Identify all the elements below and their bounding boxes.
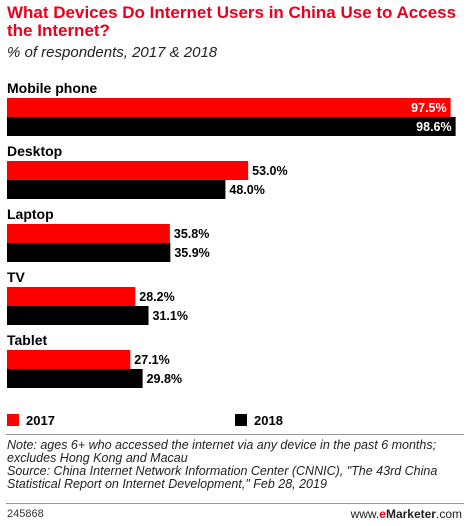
chart-subtitle: % of respondents, 2017 & 2018 [7,44,218,61]
chart-id: 245868 [7,508,44,520]
bar-mobile-phone-2018 [7,117,456,136]
divider [6,434,464,435]
legend-label-2017: 2017 [26,413,55,428]
category-label-laptop: Laptop [7,206,54,222]
value-label-tv-2018: 31.1% [153,309,188,323]
category-label-mobile-phone: Mobile phone [7,80,97,96]
legend-item-2018: 2018 [235,413,283,428]
bar-tv-2017 [7,287,136,306]
bar-chart: Mobile phone 97.5% 98.6% Desktop 53.0% 48.0% L… [7,80,456,388]
source-text: Source: China Internet Network Informati… [7,464,438,491]
bar-tv-2018 [7,306,149,325]
value-label-tv-2017: 28.2% [139,290,174,304]
value-label-mobile-phone-2018: 98.6% [416,120,451,134]
value-label-laptop-2017: 35.8% [174,227,209,241]
note-text: Note: ages 6+ who accessed the internet … [7,438,437,465]
category-label-tablet: Tablet [7,332,48,348]
bar-laptop-2018 [7,243,171,262]
value-label-desktop-2018: 48.0% [229,183,264,197]
category-label-desktop: Desktop [7,143,62,159]
brand-e: e [379,507,386,521]
brand-name: Marketer [385,507,436,521]
bar-mobile-phone-2017 [7,98,451,117]
brand-prefix: www. [350,507,380,521]
value-label-desktop-2017: 53.0% [252,164,287,178]
legend-item-2017: 2017 [7,413,55,428]
notes: Note: ages 6+ who accessed the internet … [7,439,463,491]
value-label-mobile-phone-2017: 97.5% [411,101,446,115]
category-label-tv: TV [7,269,26,285]
value-label-laptop-2018: 35.9% [174,246,209,260]
legend-swatch-2017 [7,414,19,426]
chart-title: What Devices Do Internet Users in China … [7,3,457,40]
bar-tablet-2017 [7,350,131,369]
footer-divider [6,503,464,504]
brand-suffix: .com [435,507,462,521]
legend-swatch-2018 [235,414,247,426]
emarketer-logo: www.eMarketer.com [351,507,462,521]
bar-tablet-2018 [7,369,143,388]
bar-laptop-2017 [7,224,170,243]
bar-desktop-2018 [7,180,226,199]
value-label-tablet-2018: 29.8% [147,372,182,386]
value-label-tablet-2017: 27.1% [134,353,169,367]
bar-desktop-2017 [7,161,249,180]
legend-label-2018: 2018 [254,413,283,428]
